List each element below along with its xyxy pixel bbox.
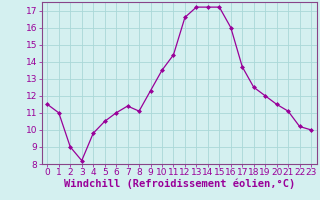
X-axis label: Windchill (Refroidissement éolien,°C): Windchill (Refroidissement éolien,°C) — [64, 179, 295, 189]
